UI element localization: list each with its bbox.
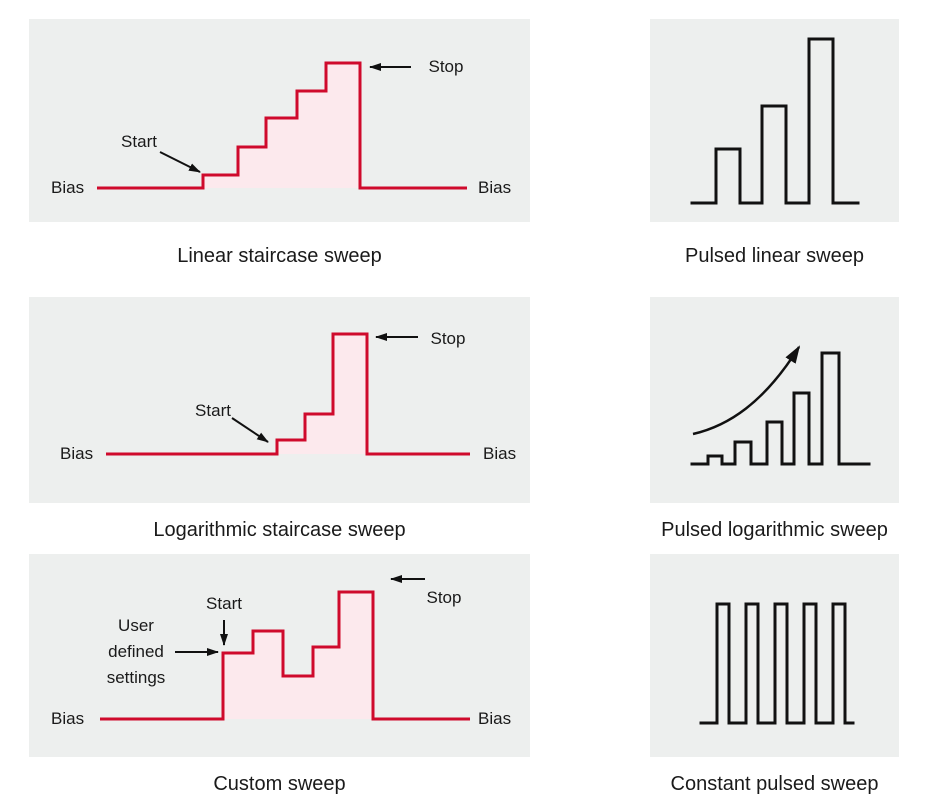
bias-left-label: Bias <box>51 709 85 728</box>
caption-logarithmic-staircase: Logarithmic staircase sweep <box>153 519 406 541</box>
start-label: Start <box>195 401 231 420</box>
staircase-fill <box>277 334 367 454</box>
staircase-fill <box>203 63 360 188</box>
start-arrow <box>231 417 269 443</box>
stop-label: Stop <box>430 329 466 348</box>
user-defined-settings-label: User defined settings <box>86 613 186 691</box>
bias-right-label: Bias <box>478 709 512 728</box>
staircase-line <box>97 61 467 190</box>
pulsed-linear-waveform <box>690 37 860 205</box>
bias-right-label: Bias <box>483 444 517 463</box>
log-staircase-waveform <box>106 332 470 456</box>
bias-left-label: Bias <box>60 444 94 463</box>
panel-linear-staircase: Bias Bias Start Stop <box>29 19 530 222</box>
caption-pulsed-logarithmic: Pulsed logarithmic sweep <box>661 519 888 541</box>
panel-pulsed-linear <box>650 19 899 222</box>
increasing-trend-arrow <box>692 345 801 436</box>
user-defined-line1: User <box>118 616 154 635</box>
user-defined-line2: defined <box>108 642 164 661</box>
sweep-fill <box>223 592 373 719</box>
caption-constant-pulsed: Constant pulsed sweep <box>670 773 879 795</box>
panel-logarithmic-staircase: Bias Bias Start Stop <box>29 297 530 503</box>
pulse-line <box>690 37 860 205</box>
caption-linear-staircase: Linear staircase sweep <box>177 245 382 267</box>
user-defined-line3: settings <box>106 668 166 687</box>
bias-left-label: Bias <box>51 178 85 197</box>
staircase-line <box>106 332 470 456</box>
constant-pulsed-waveform <box>699 602 855 725</box>
caption-custom-sweep: Custom sweep <box>213 773 346 795</box>
custom-sweep-waveform <box>100 575 470 721</box>
panel-constant-pulsed <box>650 554 899 757</box>
caption-pulsed-linear: Pulsed linear sweep <box>685 245 864 267</box>
pulse-line <box>699 602 855 725</box>
pulsed-log-waveform <box>690 345 871 466</box>
start-arrow <box>159 151 201 173</box>
stop-label: Stop <box>428 57 464 76</box>
start-label: Start <box>121 132 157 151</box>
linear-staircase-waveform <box>97 61 467 190</box>
sweep-line <box>100 590 470 721</box>
panel-custom-sweep: Bias Bias User defined settings Start St… <box>29 554 530 757</box>
stop-label: Stop <box>426 588 462 607</box>
start-label: Start <box>206 594 242 613</box>
pulse-line <box>690 351 871 466</box>
panel-pulsed-logarithmic <box>650 297 899 503</box>
bias-right-label: Bias <box>478 178 512 197</box>
